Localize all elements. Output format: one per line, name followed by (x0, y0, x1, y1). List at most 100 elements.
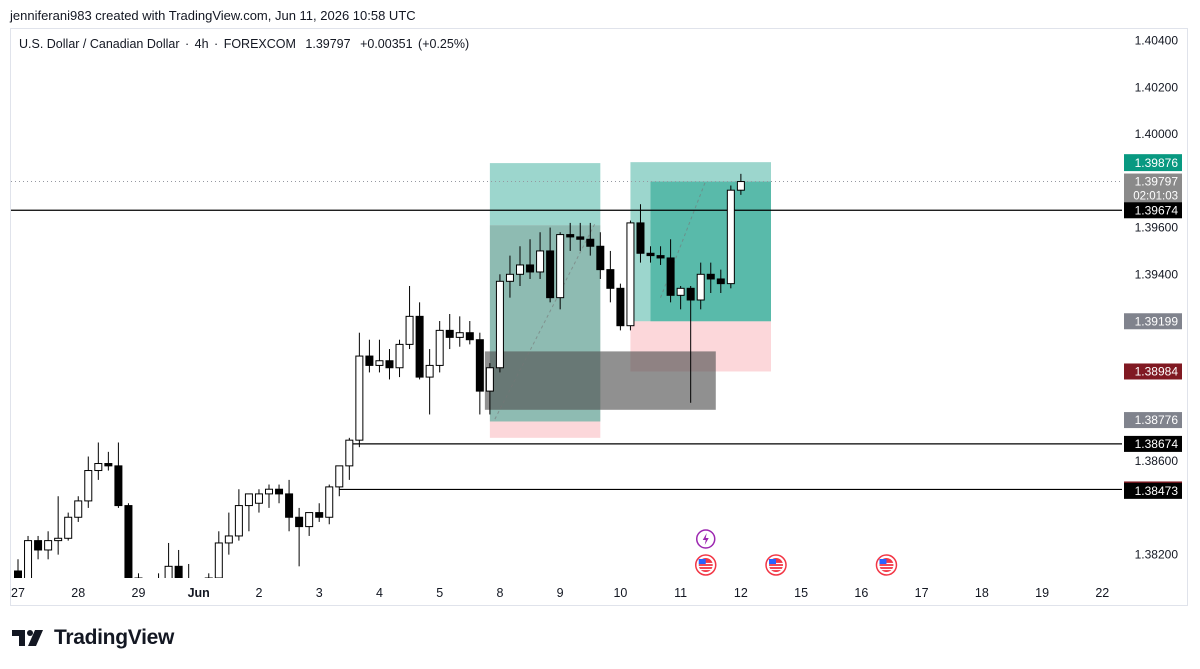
plot-area[interactable] (11, 162, 1122, 606)
candle-down (465, 332, 474, 341)
position-profit-fill (650, 181, 771, 322)
candle-down (445, 329, 454, 338)
symbol-interval: 4h (194, 37, 209, 51)
candle-down (526, 264, 535, 273)
separator-1: · (184, 37, 190, 51)
candle-down (666, 257, 675, 296)
candle-up (495, 280, 504, 369)
tradingview-logo[interactable]: TradingView (12, 626, 174, 650)
x-tick-label: 22 (1095, 586, 1109, 600)
candle-down (275, 488, 284, 495)
y-tick-label: 1.38200 (1135, 548, 1179, 562)
symbol-change-pct: (+0.25%) (418, 37, 470, 51)
candle-up (164, 565, 173, 578)
price-axis-label-text: 1.39674 (1135, 203, 1179, 217)
price-axis-label[interactable] (1124, 435, 1182, 452)
x-tick-label: 15 (794, 586, 808, 600)
y-tick-label: 1.40000 (1135, 127, 1179, 141)
chart-caption: jenniferani983 created with TradingView.… (10, 8, 416, 23)
candle-up (536, 250, 545, 273)
y-tick-label: 1.38600 (1135, 454, 1179, 468)
candle-down (415, 315, 424, 378)
candle-down (114, 465, 123, 507)
symbol-exchange: FOREXCOM (223, 37, 296, 51)
candle-down (656, 255, 665, 259)
lightning-glyph (702, 533, 709, 545)
price-axis-label-text: 1.39876 (1135, 156, 1179, 170)
x-tick-label: 18 (975, 586, 989, 600)
candle-down (706, 273, 715, 280)
candle-down (546, 250, 555, 299)
candle-up (736, 181, 745, 191)
countdown-label: 02:01:03 (1133, 191, 1178, 203)
candle-up (375, 360, 384, 366)
candle-down (285, 493, 294, 518)
candle-down (365, 355, 374, 366)
x-tick-label: 27 (11, 586, 25, 600)
candle-up (224, 535, 233, 544)
x-tick-label: 5 (436, 586, 443, 600)
candle-up (214, 542, 223, 578)
price-axis-label-text: 1.38473 (1135, 484, 1179, 498)
x-tick-label: 9 (557, 586, 564, 600)
candle-up (405, 315, 414, 345)
candle-down (14, 570, 22, 578)
x-tick-label: 11 (674, 586, 687, 600)
candle-down (606, 269, 615, 289)
candle-up (455, 332, 464, 338)
price-axis-label-text: 1.38776 (1135, 413, 1179, 427)
y-tick-label: 1.40200 (1135, 80, 1179, 94)
candle-up (244, 493, 253, 507)
tradingview-logo-icon (12, 630, 43, 646)
candle-down (596, 245, 605, 271)
x-tick-label: 12 (734, 586, 748, 600)
price-axis-label[interactable] (1124, 202, 1182, 219)
candle-down (616, 287, 625, 327)
price-axis-label[interactable] (1124, 173, 1182, 204)
candle-up (24, 540, 33, 578)
candle-up (155, 580, 162, 594)
candle-up (516, 264, 524, 275)
price-axis-label[interactable] (1124, 412, 1182, 429)
candle-down (646, 252, 655, 257)
price-axis-label[interactable] (1124, 313, 1182, 330)
candle-up (94, 463, 103, 472)
symbol-last-price: 1.39797 (305, 37, 351, 51)
price-axis-label[interactable] (1124, 482, 1182, 499)
candle-down (636, 222, 645, 254)
y-tick-label: 1.40400 (1135, 34, 1179, 48)
gray-range-box (484, 351, 716, 410)
symbol-change: +0.00351 (360, 37, 413, 51)
x-tick-label: 19 (1035, 586, 1049, 600)
candle-up (626, 222, 635, 327)
candle-up (74, 500, 83, 518)
candle-up (335, 465, 344, 488)
symbol-legend[interactable]: U.S. Dollar / Canadian Dollar · 4h · FOR… (19, 37, 471, 51)
candle-up (234, 505, 243, 537)
candle-up (54, 537, 63, 542)
candle-up (726, 189, 735, 285)
candle-up (505, 273, 514, 282)
candle-up (254, 493, 263, 504)
candle-up (395, 343, 404, 369)
x-tick-label: 10 (613, 586, 627, 600)
candle-down (174, 565, 183, 578)
candle-up (556, 234, 565, 299)
candle-down (295, 516, 304, 528)
candle-down (716, 278, 725, 285)
y-tick-label: 1.39400 (1135, 267, 1179, 281)
tradingview-brand-text: TradingView (54, 626, 175, 649)
x-tick-label: 3 (316, 586, 323, 600)
candle-down (124, 505, 133, 578)
flag-canton (879, 559, 887, 564)
trend-dashed-line (494, 222, 596, 420)
price-axis-label[interactable] (1124, 155, 1182, 172)
price-axis-label[interactable] (1124, 363, 1182, 380)
x-tick-label: 2 (255, 586, 262, 600)
candle-up (425, 364, 434, 378)
flag-canton (769, 559, 777, 564)
y-tick-label: 1.39600 (1135, 221, 1179, 235)
candle-up (676, 287, 685, 296)
candle-down (586, 238, 595, 247)
